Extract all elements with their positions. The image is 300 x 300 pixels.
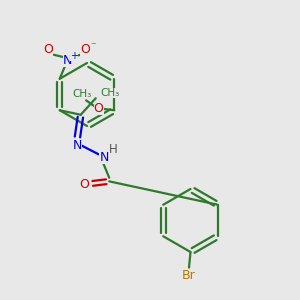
- Text: O: O: [44, 44, 53, 56]
- Text: N: N: [62, 54, 72, 67]
- Text: ⁻: ⁻: [90, 41, 95, 51]
- Text: Br: Br: [182, 269, 196, 282]
- Text: CH₃: CH₃: [101, 88, 120, 98]
- Text: O: O: [94, 102, 103, 115]
- Text: O: O: [80, 44, 90, 56]
- Text: O: O: [79, 178, 89, 191]
- Text: CH₃: CH₃: [72, 89, 91, 99]
- Text: N: N: [72, 140, 82, 152]
- Text: N: N: [99, 151, 109, 164]
- Text: +: +: [70, 51, 78, 61]
- Text: H: H: [109, 143, 118, 156]
